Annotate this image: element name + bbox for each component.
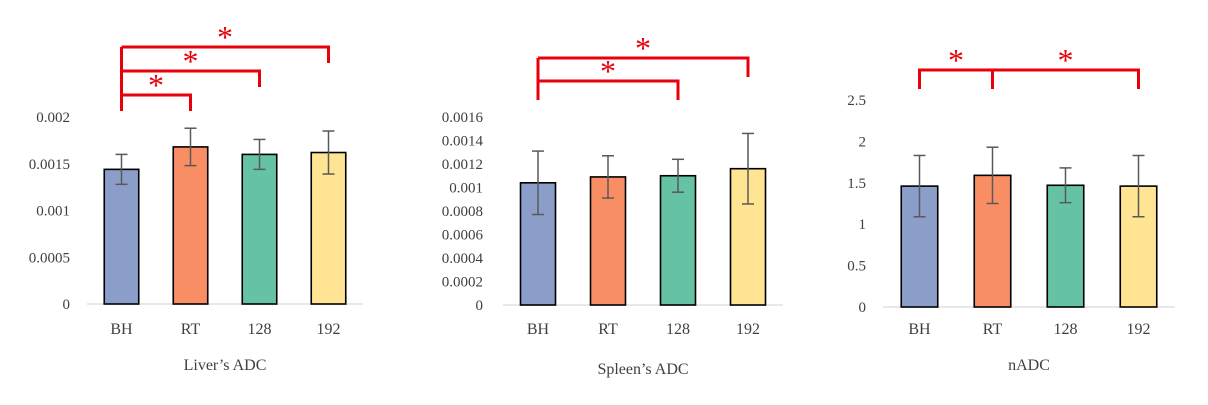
y-tick-label: 0.0004 xyxy=(442,251,484,267)
chart-title: Liver’s ADC xyxy=(184,357,267,374)
significance-star: * xyxy=(948,42,964,78)
significance-star: * xyxy=(148,67,164,103)
chart-spleen-adc: 0 0.0002 0.0004 0.0006 0.0008 0.001 0.0012 0.00… xyxy=(442,30,783,378)
y-tick-label: 1.5 xyxy=(847,176,866,192)
y-tick-label: 2 xyxy=(859,134,867,150)
significance-bracket xyxy=(991,68,1140,89)
y-tick-label: 0.001 xyxy=(36,204,70,220)
x-tick-label-bh: BH xyxy=(908,321,931,338)
significance-bracket xyxy=(538,56,750,77)
x-tick-label-128: 128 xyxy=(248,321,272,338)
y-tick-label: 0.0008 xyxy=(442,204,483,220)
y-tick-label: 0 xyxy=(859,300,867,316)
y-tick-label: 0 xyxy=(476,298,484,314)
y-tick-label: 0.0005 xyxy=(29,250,70,266)
x-tick-label-192: 192 xyxy=(736,321,760,338)
significance-star: * xyxy=(600,53,616,89)
y-tick-label: 0.0002 xyxy=(442,275,483,291)
chart-liver-adc: 0 0.0005 0.001 0.0015 0.002 BH RT 128 192 Liver’s… xyxy=(29,19,363,374)
y-tick-label: 2.5 xyxy=(847,93,866,109)
significance-star: * xyxy=(635,30,651,66)
bar-128 xyxy=(1046,184,1085,308)
y-tick-label: 0.002 xyxy=(36,110,70,126)
y-tick-label: 0.0006 xyxy=(442,228,484,244)
x-tick-label-bh: BH xyxy=(527,321,550,338)
y-tick-label: 1 xyxy=(859,217,867,233)
x-tick-label-128: 128 xyxy=(666,321,690,338)
bar-rt xyxy=(172,146,209,305)
significance-star: * xyxy=(1058,42,1074,78)
bar-128 xyxy=(659,174,697,306)
y-tick-label: 0.0016 xyxy=(442,110,484,126)
significance-star: * xyxy=(183,43,199,79)
y-tick-label: 0 xyxy=(63,297,71,313)
significance-bracket xyxy=(121,69,261,87)
y-tick-label: 0.0012 xyxy=(442,157,483,173)
chart-title: Spleen’s ADC xyxy=(597,361,688,378)
y-tick-label: 0.001 xyxy=(449,181,483,197)
significance-bracket xyxy=(538,79,680,100)
x-tick-label-128: 128 xyxy=(1054,321,1078,338)
x-tick-label-rt: RT xyxy=(181,321,201,338)
bar-bh xyxy=(103,168,140,305)
x-tick-label-192: 192 xyxy=(317,321,341,338)
x-tick-label-bh: BH xyxy=(110,321,133,338)
y-tick-label: 0.0015 xyxy=(29,157,70,173)
significance-bracket xyxy=(121,93,192,111)
significance-star: * xyxy=(217,19,233,55)
bar-128 xyxy=(241,153,278,305)
x-tick-label-192: 192 xyxy=(1127,321,1151,338)
bar-bh xyxy=(900,185,939,308)
chart-nadc: 0 0.5 1 1.5 2 2.5 BH RT 128 192 nADC * * xyxy=(847,42,1175,374)
x-tick-label-rt: RT xyxy=(983,321,1003,338)
chart-title: nADC xyxy=(1008,357,1050,374)
y-tick-label: 0.0014 xyxy=(442,134,484,150)
bar-192 xyxy=(310,151,347,305)
y-tick-label: 0.5 xyxy=(847,259,866,275)
significance-bracket xyxy=(121,45,330,63)
x-tick-label-rt: RT xyxy=(598,321,618,338)
bar-bh xyxy=(519,182,557,306)
